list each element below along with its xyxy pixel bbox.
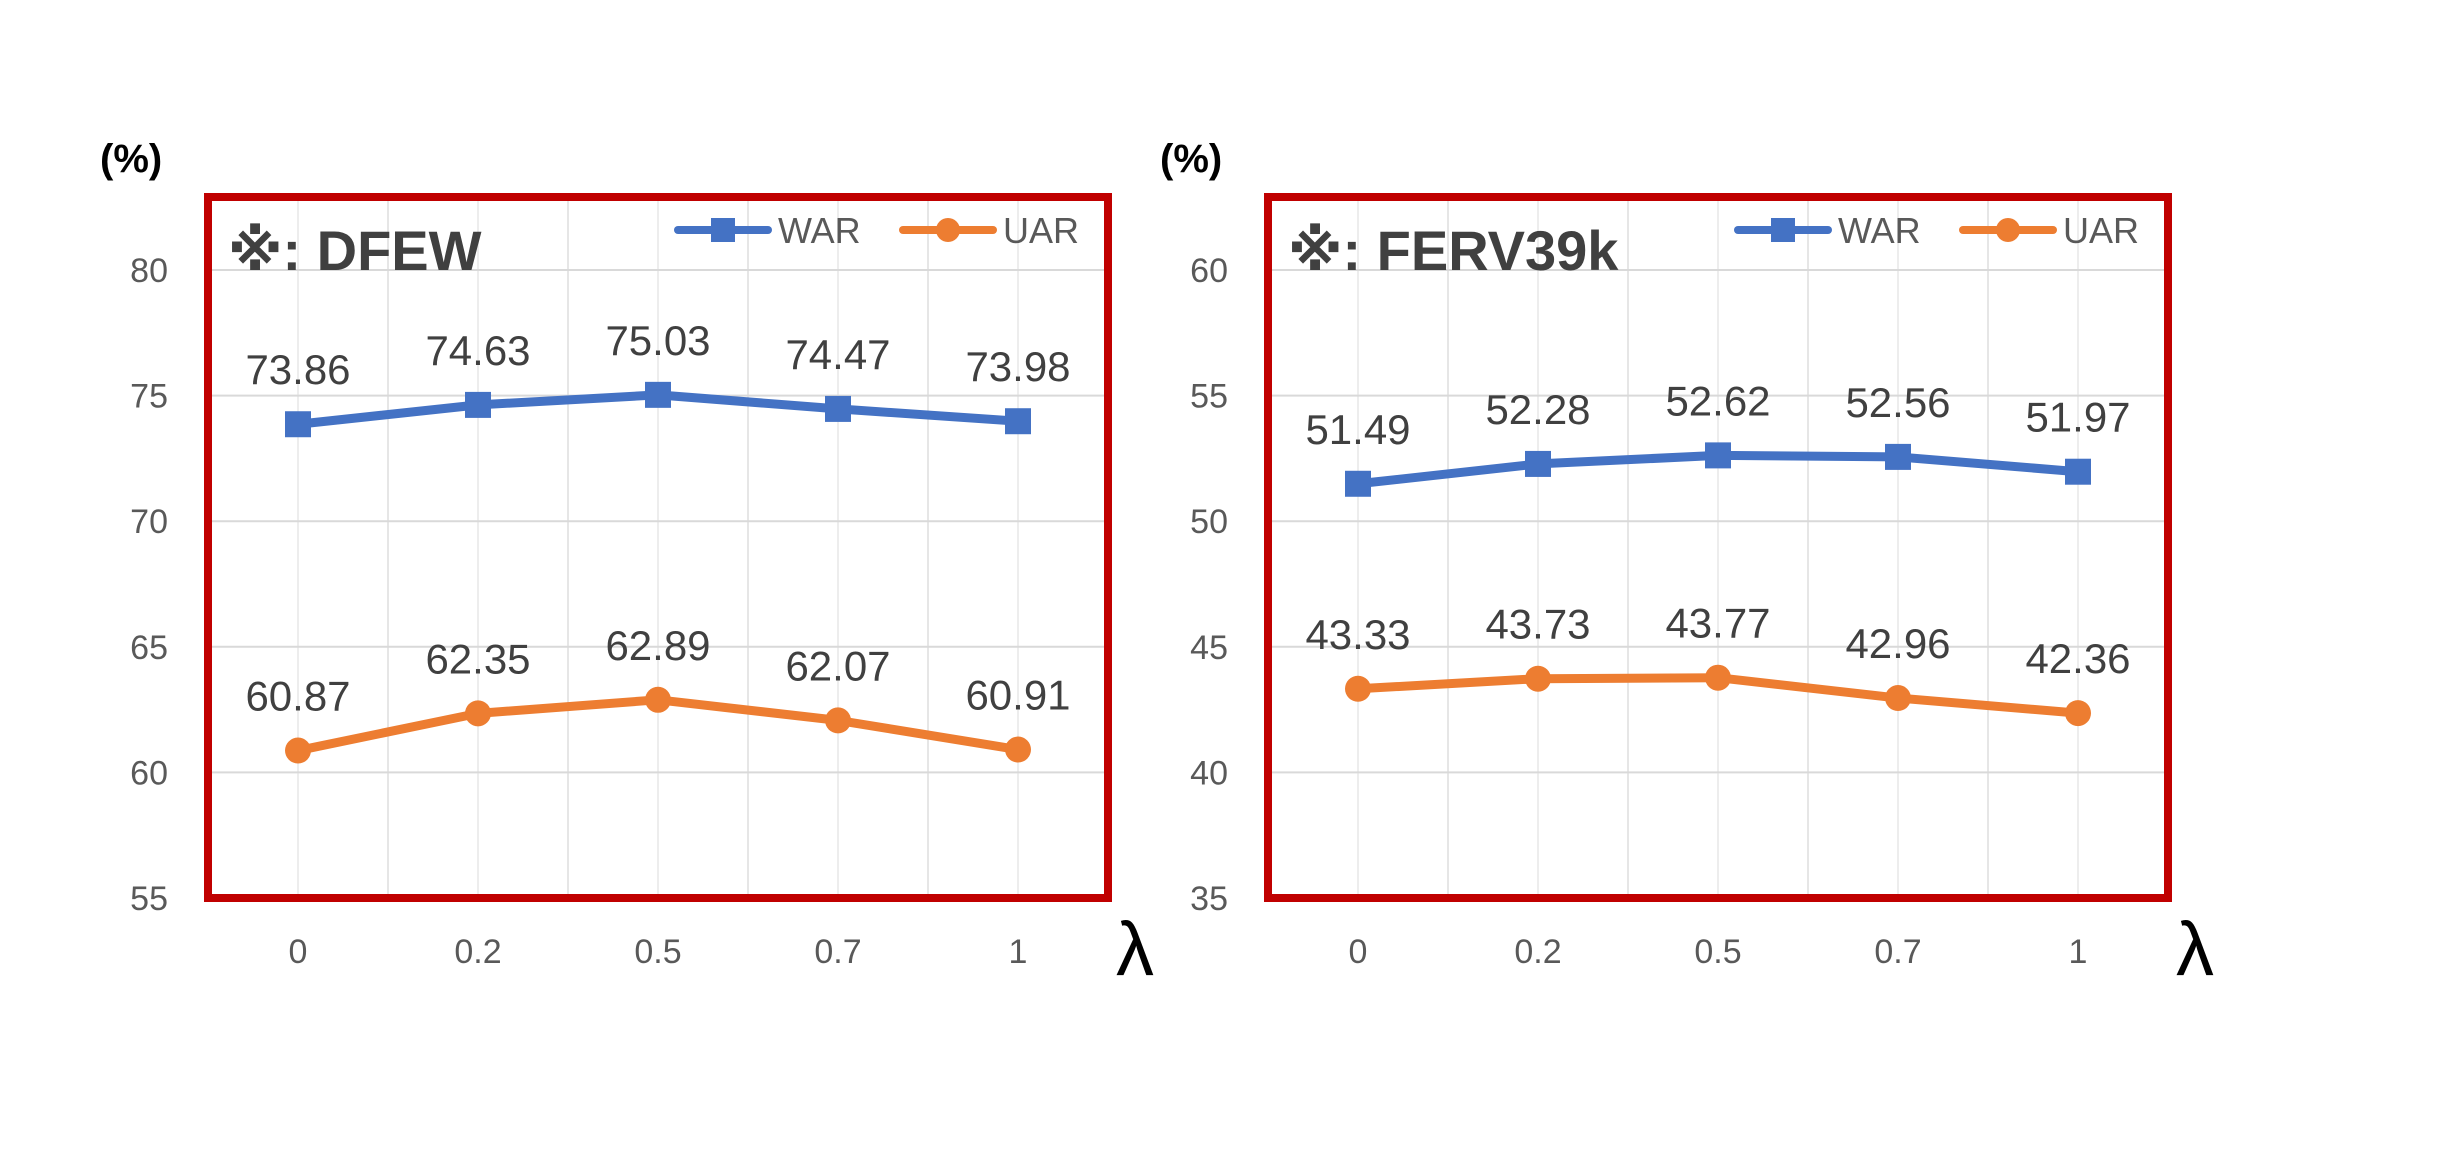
data-label-uar: 43.33 [1305,611,1410,658]
y-unit-label: (%) [100,137,162,181]
data-point-war [1005,408,1031,435]
data-label-uar: 62.35 [425,635,530,682]
y-tick-label: 50 [1190,503,1228,541]
data-point-uar [1005,736,1031,763]
data-label-war: 73.98 [965,343,1070,390]
y-tick-label: 60 [1190,252,1228,290]
x-tick-label: 0 [1349,933,1368,971]
y-tick-label: 55 [1190,378,1228,416]
data-point-war [1705,442,1731,469]
legend-marker-square [711,218,735,242]
data-point-uar [645,686,671,713]
data-point-war [1345,470,1371,497]
y-tick-label: 75 [130,378,168,416]
data-label-war: 74.47 [785,331,890,378]
y-tick-label: 70 [130,503,168,541]
data-label-uar: 62.89 [605,622,710,669]
y-tick-label: 40 [1190,754,1228,792]
legend-label-uar: UAR [1003,210,1079,251]
x-tick-label: 0.2 [1514,933,1561,971]
data-label-war: 74.63 [425,327,530,374]
data-label-war: 51.97 [2025,394,2130,441]
chart-frame [1264,193,2172,902]
data-label-war: 75.03 [605,317,710,364]
chart-frame [204,193,1112,902]
chart-panel-1: 55 60 65 70 75 80 0 0.2 0.5 0.7 1 λ (%) 73.86 74.63 75.… [100,137,1154,992]
data-label-uar: 42.36 [2025,635,2130,682]
legend-label-war: WAR [1838,210,1921,251]
x-tick-label: 1 [1009,933,1028,971]
data-point-uar [1525,665,1551,692]
chart-title: ※: DFEW [228,219,482,282]
data-label-war: 52.62 [1665,377,1770,424]
y-tick-label: 35 [1190,880,1228,918]
x-tick-label: 0 [289,933,308,971]
data-point-uar [465,700,491,727]
chart-panel-2: 35 40 45 50 55 60 0 0.2 0.5 0.7 1 λ (%) 51.49 52.28 52.… [1160,137,2214,992]
x-tick-label: 0.7 [814,933,861,971]
data-point-war [1885,443,1911,470]
data-point-uar [1885,685,1911,712]
data-point-war [1525,450,1551,477]
data-point-war [285,411,311,438]
data-label-war: 51.49 [1305,406,1410,453]
data-label-war: 52.56 [1845,379,1950,426]
data-label-uar: 62.07 [785,642,890,689]
x-tick-label: 0.5 [1694,933,1741,971]
legend-label-uar: UAR [2063,210,2139,251]
y-tick-label: 60 [130,754,168,792]
data-label-uar: 43.73 [1485,601,1590,648]
data-point-war [465,391,491,418]
legend-marker-circle [1996,218,2020,242]
legend-label-war: WAR [778,210,861,251]
y-tick-label: 65 [130,629,168,667]
x-tick-label: 0.7 [1874,933,1921,971]
data-point-uar [1705,664,1731,691]
x-tick-label: 0.2 [454,933,501,971]
data-point-war [645,381,671,408]
data-label-war: 73.86 [245,346,350,393]
y-tick-label: 55 [130,880,168,918]
data-label-uar: 60.87 [245,673,350,720]
x-tick-label: 0.5 [634,933,681,971]
data-label-uar: 60.91 [965,672,1070,719]
x-axis-label: λ [1116,907,1154,992]
data-point-war [825,395,851,422]
y-unit-label: (%) [1160,137,1222,181]
x-axis-label: λ [2176,907,2214,992]
legend-marker-square [1771,218,1795,242]
data-point-uar [2065,700,2091,727]
data-label-uar: 42.96 [1845,620,1950,667]
data-point-uar [825,707,851,734]
y-tick-label: 45 [1190,629,1228,667]
x-tick-label: 1 [2069,933,2088,971]
data-point-war [2065,458,2091,485]
data-point-uar [285,737,311,764]
chart-title: ※: FERV39k [1288,219,1619,282]
data-label-war: 52.28 [1485,386,1590,433]
data-point-uar [1345,675,1371,702]
y-tick-label: 80 [130,252,168,290]
legend-marker-circle [936,218,960,242]
data-label-uar: 43.77 [1665,600,1770,647]
